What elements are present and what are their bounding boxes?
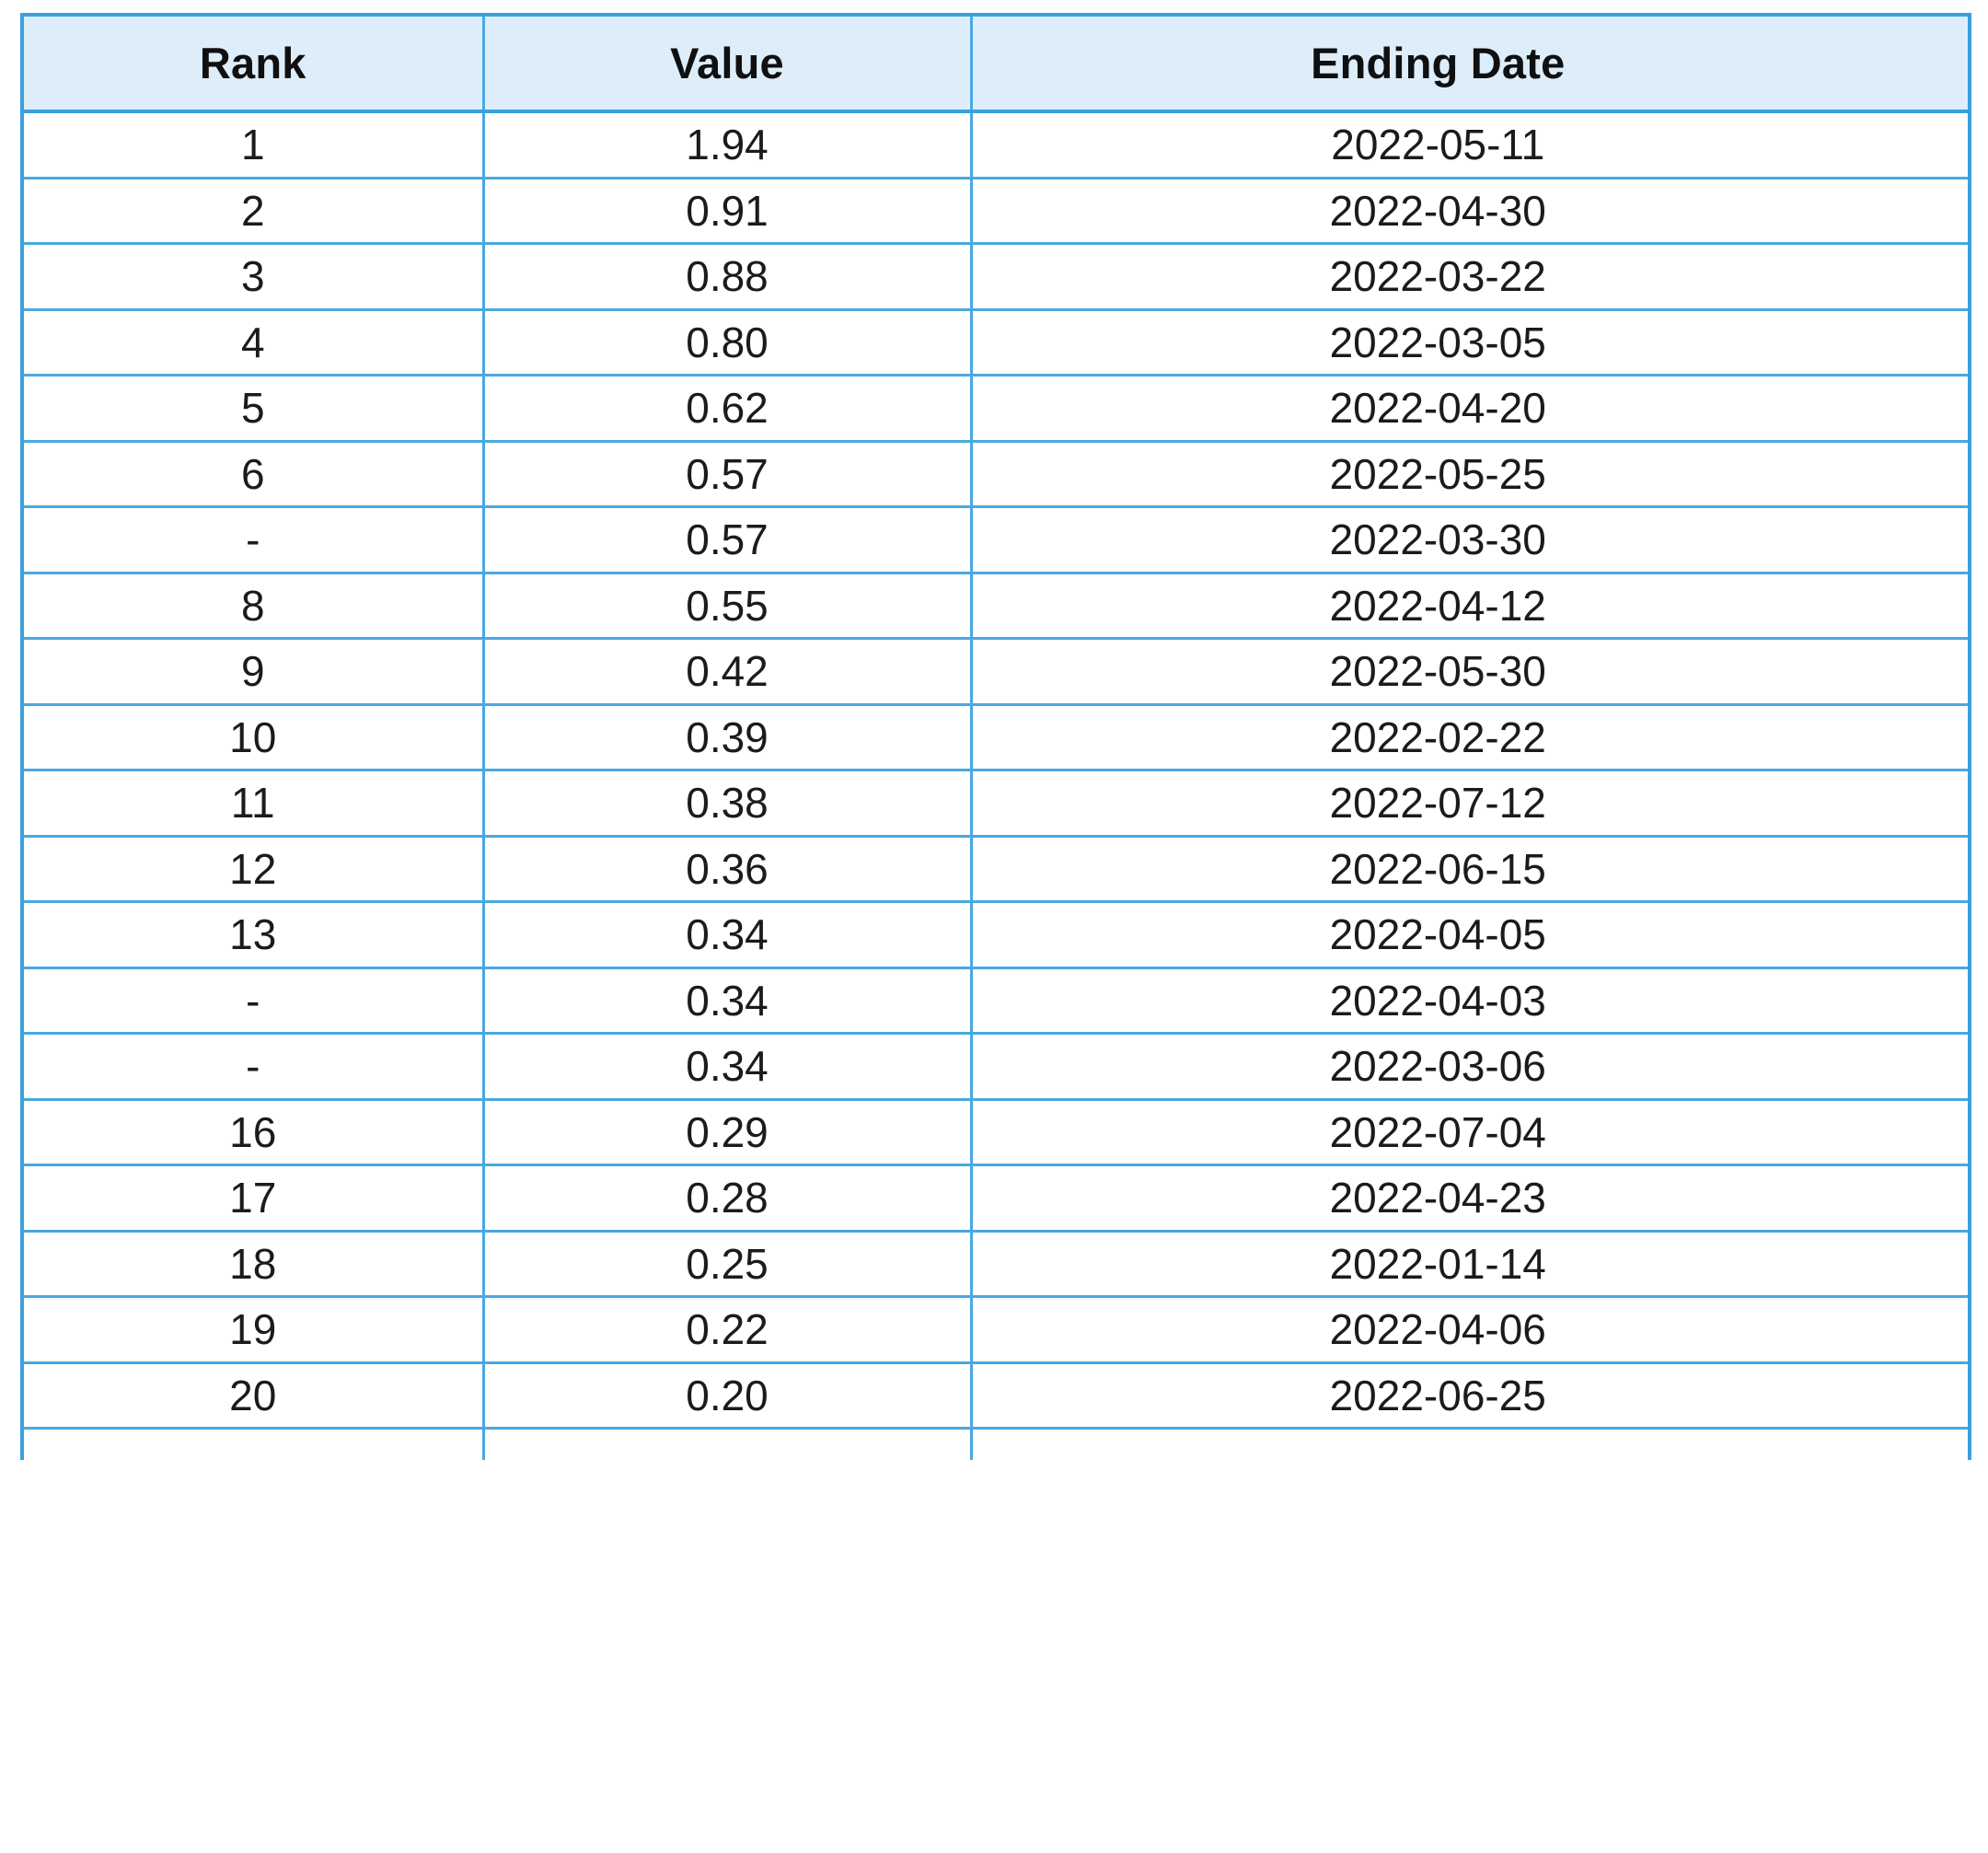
table-row[interactable]: 2 0.91 2022-04-30 bbox=[22, 178, 1970, 245]
table-row[interactable]: 13 0.34 2022-04-05 bbox=[22, 901, 1970, 969]
cell-ending-date: 2022-03-05 bbox=[971, 309, 1970, 376]
cell-rank: - bbox=[22, 967, 485, 1035]
table-row[interactable]: 10 0.39 2022-02-22 bbox=[22, 704, 1970, 771]
cell-ending-date bbox=[971, 1428, 1970, 1460]
cell-value: 0.29 bbox=[483, 1099, 973, 1166]
cell-ending-date: 2022-04-20 bbox=[971, 375, 1970, 443]
cell-ending-date: 2022-04-30 bbox=[971, 178, 1970, 245]
table-row[interactable]: 16 0.29 2022-07-04 bbox=[22, 1099, 1970, 1166]
table-header: Rank Value Ending Date bbox=[22, 15, 1970, 113]
ranking-table-container: Rank Value Ending Date 1 1.94 2022-05-11 2 0… bbox=[20, 13, 1971, 1460]
table-row[interactable]: 9 0.42 2022-05-30 bbox=[22, 638, 1970, 706]
column-header-value[interactable]: Value bbox=[483, 15, 973, 113]
cell-rank: 9 bbox=[22, 638, 485, 706]
column-header-ending-date[interactable]: Ending Date bbox=[971, 15, 1970, 113]
cell-rank: 1 bbox=[22, 111, 485, 180]
table-body: 1 1.94 2022-05-11 2 0.91 2022-04-30 3 0.88 2022-… bbox=[22, 111, 1970, 1460]
cell-ending-date: 2022-03-30 bbox=[971, 506, 1970, 574]
cell-rank: 5 bbox=[22, 375, 485, 443]
ranking-table: Rank Value Ending Date 1 1.94 2022-05-11 2 0… bbox=[20, 13, 1971, 1460]
cell-ending-date: 2022-04-03 bbox=[971, 967, 1970, 1035]
cell-ending-date: 2022-02-22 bbox=[971, 704, 1970, 771]
table-row[interactable] bbox=[22, 1428, 1970, 1460]
cell-ending-date: 2022-06-25 bbox=[971, 1362, 1970, 1430]
cell-rank: 6 bbox=[22, 441, 485, 508]
cell-ending-date: 2022-04-23 bbox=[971, 1164, 1970, 1233]
column-header-rank[interactable]: Rank bbox=[22, 15, 485, 113]
table-row[interactable]: 20 0.20 2022-06-25 bbox=[22, 1362, 1970, 1430]
cell-value: 0.22 bbox=[483, 1296, 973, 1364]
cell-rank: 16 bbox=[22, 1099, 485, 1166]
cell-value: 0.36 bbox=[483, 836, 973, 903]
cell-value: 0.57 bbox=[483, 441, 973, 508]
table-row[interactable]: 19 0.22 2022-04-06 bbox=[22, 1296, 1970, 1364]
cell-ending-date: 2022-07-04 bbox=[971, 1099, 1970, 1166]
table-row[interactable]: 17 0.28 2022-04-23 bbox=[22, 1164, 1970, 1233]
cell-rank: 18 bbox=[22, 1231, 485, 1298]
cell-ending-date: 2022-06-15 bbox=[971, 836, 1970, 903]
cell-rank: - bbox=[22, 506, 485, 574]
table-row[interactable]: -0.34 2022-03-06 bbox=[22, 1033, 1970, 1101]
cell-value: 0.80 bbox=[483, 309, 973, 376]
cell-ending-date: 2022-04-06 bbox=[971, 1296, 1970, 1364]
table-row[interactable]: 3 0.88 2022-03-22 bbox=[22, 243, 1970, 311]
cell-value: 0.38 bbox=[483, 770, 973, 838]
cell-rank: 3 bbox=[22, 243, 485, 311]
table-row[interactable]: 4 0.80 2022-03-05 bbox=[22, 309, 1970, 376]
cell-value: 0.34 bbox=[483, 1033, 973, 1101]
table-row[interactable]: 5 0.62 2022-04-20 bbox=[22, 375, 1970, 443]
table-row[interactable]: 6 0.57 2022-05-25 bbox=[22, 441, 1970, 508]
cell-ending-date: 2022-01-14 bbox=[971, 1231, 1970, 1298]
table-row[interactable]: 18 0.25 2022-01-14 bbox=[22, 1231, 1970, 1298]
cell-value: 0.57 bbox=[483, 506, 973, 574]
table-header-row: Rank Value Ending Date bbox=[22, 15, 1970, 113]
cell-value: 0.88 bbox=[483, 243, 973, 311]
cell-value: 0.55 bbox=[483, 573, 973, 640]
cell-ending-date: 2022-05-25 bbox=[971, 441, 1970, 508]
cell-value: 0.34 bbox=[483, 901, 973, 969]
cell-rank: 13 bbox=[22, 901, 485, 969]
table-row[interactable]: 1 1.94 2022-05-11 bbox=[22, 111, 1970, 180]
cell-ending-date: 2022-07-12 bbox=[971, 770, 1970, 838]
cell-value bbox=[483, 1428, 973, 1460]
cell-rank: 19 bbox=[22, 1296, 485, 1364]
table-row[interactable]: -0.34 2022-04-03 bbox=[22, 967, 1970, 1035]
cell-ending-date: 2022-04-05 bbox=[971, 901, 1970, 969]
cell-ending-date: 2022-03-22 bbox=[971, 243, 1970, 311]
cell-ending-date: 2022-03-06 bbox=[971, 1033, 1970, 1101]
cell-value: 1.94 bbox=[483, 111, 973, 180]
table-row[interactable]: 12 0.36 2022-06-15 bbox=[22, 836, 1970, 903]
cell-value: 0.39 bbox=[483, 704, 973, 771]
cell-rank: 2 bbox=[22, 178, 485, 245]
cell-ending-date: 2022-05-11 bbox=[971, 111, 1970, 180]
cell-rank: 12 bbox=[22, 836, 485, 903]
table-row[interactable]: 11 0.38 2022-07-12 bbox=[22, 770, 1970, 838]
cell-rank: 8 bbox=[22, 573, 485, 640]
cell-value: 0.25 bbox=[483, 1231, 973, 1298]
cell-rank: 11 bbox=[22, 770, 485, 838]
cell-rank: - bbox=[22, 1033, 485, 1101]
cell-rank: 10 bbox=[22, 704, 485, 771]
cell-ending-date: 2022-05-30 bbox=[971, 638, 1970, 706]
table-row[interactable]: -0.57 2022-03-30 bbox=[22, 506, 1970, 574]
table-row[interactable]: 8 0.55 2022-04-12 bbox=[22, 573, 1970, 640]
cell-value: 0.42 bbox=[483, 638, 973, 706]
cell-ending-date: 2022-04-12 bbox=[971, 573, 1970, 640]
cell-rank: 4 bbox=[22, 309, 485, 376]
cell-value: 0.62 bbox=[483, 375, 973, 443]
cell-rank: 17 bbox=[22, 1164, 485, 1233]
cell-rank bbox=[22, 1428, 485, 1460]
cell-value: 0.28 bbox=[483, 1164, 973, 1233]
cell-rank: 20 bbox=[22, 1362, 485, 1430]
cell-value: 0.34 bbox=[483, 967, 973, 1035]
cell-value: 0.91 bbox=[483, 178, 973, 245]
cell-value: 0.20 bbox=[483, 1362, 973, 1430]
